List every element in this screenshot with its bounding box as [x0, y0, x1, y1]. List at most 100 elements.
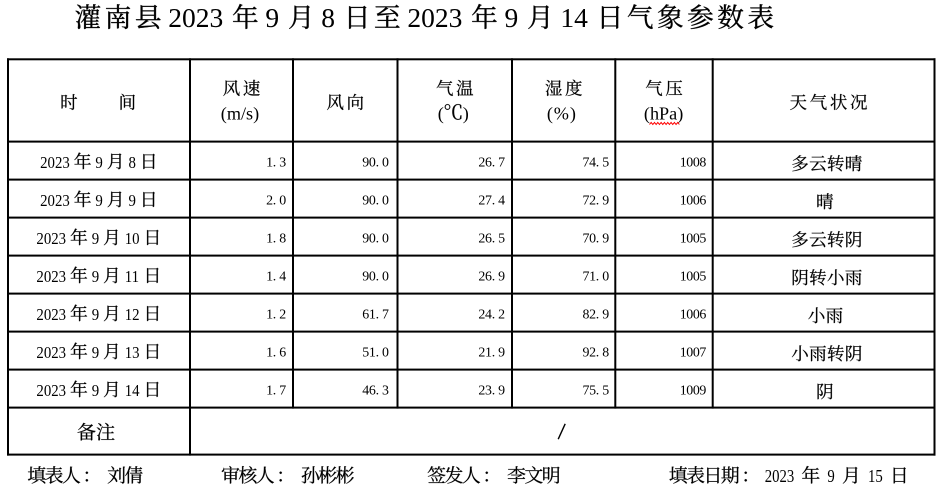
svg-text:.: . [376, 156, 379, 171]
svg-text:1: 1 [680, 270, 687, 285]
svg-text:2: 2 [589, 308, 596, 323]
svg-text:10: 10 [125, 230, 140, 248]
svg-text:.: . [596, 270, 599, 285]
svg-text:7: 7 [382, 308, 389, 323]
svg-text:0: 0 [369, 270, 376, 285]
svg-text:0: 0 [369, 232, 376, 247]
svg-text:.: . [376, 384, 379, 399]
svg-text:.: . [596, 156, 599, 171]
svg-text:9: 9 [602, 232, 609, 247]
svg-text:11: 11 [125, 268, 139, 286]
svg-text:2: 2 [589, 194, 596, 209]
svg-text:0: 0 [369, 194, 376, 209]
svg-text:2023: 2023 [168, 2, 223, 33]
svg-text:.: . [492, 346, 495, 361]
svg-text:.: . [273, 308, 276, 323]
svg-text:2: 2 [478, 194, 485, 209]
svg-text:5: 5 [602, 156, 609, 171]
svg-text:.: . [376, 270, 379, 285]
svg-text:9: 9 [602, 194, 609, 209]
svg-text:.: . [273, 232, 276, 247]
svg-text:5: 5 [498, 232, 505, 247]
svg-text:): ) [463, 103, 469, 124]
svg-text:9: 9 [265, 2, 279, 33]
svg-text:1: 1 [680, 194, 687, 209]
svg-text:1: 1 [589, 270, 596, 285]
svg-text:2: 2 [589, 346, 596, 361]
svg-text:.: . [596, 232, 599, 247]
svg-text:2: 2 [478, 156, 485, 171]
svg-text:9: 9 [362, 270, 369, 285]
svg-text:0: 0 [279, 194, 286, 209]
svg-text:2023: 2023 [36, 382, 66, 400]
svg-text:2: 2 [478, 232, 485, 247]
svg-text:9: 9 [582, 346, 589, 361]
svg-text:.: . [492, 384, 495, 399]
svg-text:.: . [376, 346, 379, 361]
svg-text:0: 0 [686, 156, 693, 171]
svg-text:9: 9 [95, 192, 103, 210]
svg-text:0: 0 [686, 308, 693, 323]
svg-text:1: 1 [680, 346, 687, 361]
svg-text:.: . [596, 384, 599, 399]
svg-text:9: 9 [128, 192, 136, 210]
svg-text:6: 6 [279, 346, 286, 361]
svg-text:12: 12 [125, 306, 140, 324]
svg-text:9: 9 [92, 230, 100, 248]
svg-text:8: 8 [321, 2, 335, 33]
svg-text:9: 9 [505, 2, 519, 33]
svg-text:.: . [273, 156, 276, 171]
svg-text:0: 0 [382, 232, 389, 247]
svg-text:4: 4 [279, 270, 286, 285]
svg-text:4: 4 [362, 384, 369, 399]
svg-text:9: 9 [362, 156, 369, 171]
svg-text:2: 2 [266, 194, 273, 209]
svg-text:9: 9 [92, 382, 100, 400]
svg-text:.: . [376, 194, 379, 209]
svg-text:.: . [596, 346, 599, 361]
svg-text:6: 6 [362, 308, 369, 323]
svg-text:(%): (%) [547, 103, 577, 124]
svg-text:9: 9 [362, 194, 369, 209]
svg-text:.: . [273, 270, 276, 285]
svg-text:0: 0 [589, 232, 596, 247]
svg-text:3: 3 [382, 384, 389, 399]
svg-text:9: 9 [92, 268, 100, 286]
svg-text:4: 4 [485, 308, 492, 323]
svg-text:0: 0 [382, 270, 389, 285]
svg-text:9: 9 [95, 154, 103, 172]
svg-text:3: 3 [279, 156, 286, 171]
svg-text:5: 5 [602, 384, 609, 399]
svg-text:2023: 2023 [40, 154, 70, 172]
svg-text:14: 14 [125, 382, 140, 400]
svg-text:0: 0 [693, 232, 700, 247]
svg-text:(hPa): (hPa) [644, 103, 683, 124]
svg-text:1: 1 [680, 156, 687, 171]
svg-text:1: 1 [680, 308, 687, 323]
svg-text:0: 0 [382, 156, 389, 171]
svg-text:.: . [273, 346, 276, 361]
svg-text:5: 5 [362, 346, 369, 361]
svg-text:0: 0 [693, 156, 700, 171]
svg-text:1: 1 [266, 346, 273, 361]
svg-text:.: . [596, 194, 599, 209]
svg-text:7: 7 [582, 232, 589, 247]
svg-text:0: 0 [686, 270, 693, 285]
svg-text:0: 0 [693, 194, 700, 209]
svg-text:.: . [376, 232, 379, 247]
svg-text:3: 3 [485, 384, 492, 399]
svg-text:(m/s): (m/s) [221, 103, 259, 124]
svg-text:.: . [273, 384, 276, 399]
svg-text:0: 0 [686, 346, 693, 361]
svg-text:5: 5 [699, 232, 706, 247]
svg-text:2023: 2023 [407, 2, 462, 33]
svg-text:2023: 2023 [36, 306, 66, 324]
svg-text:9: 9 [498, 270, 505, 285]
svg-text:1: 1 [266, 232, 273, 247]
svg-text:9: 9 [362, 232, 369, 247]
svg-text:14: 14 [560, 2, 588, 33]
svg-text:7: 7 [485, 194, 492, 209]
svg-text:2: 2 [279, 308, 286, 323]
svg-text:1: 1 [266, 156, 273, 171]
svg-text:6: 6 [485, 270, 492, 285]
